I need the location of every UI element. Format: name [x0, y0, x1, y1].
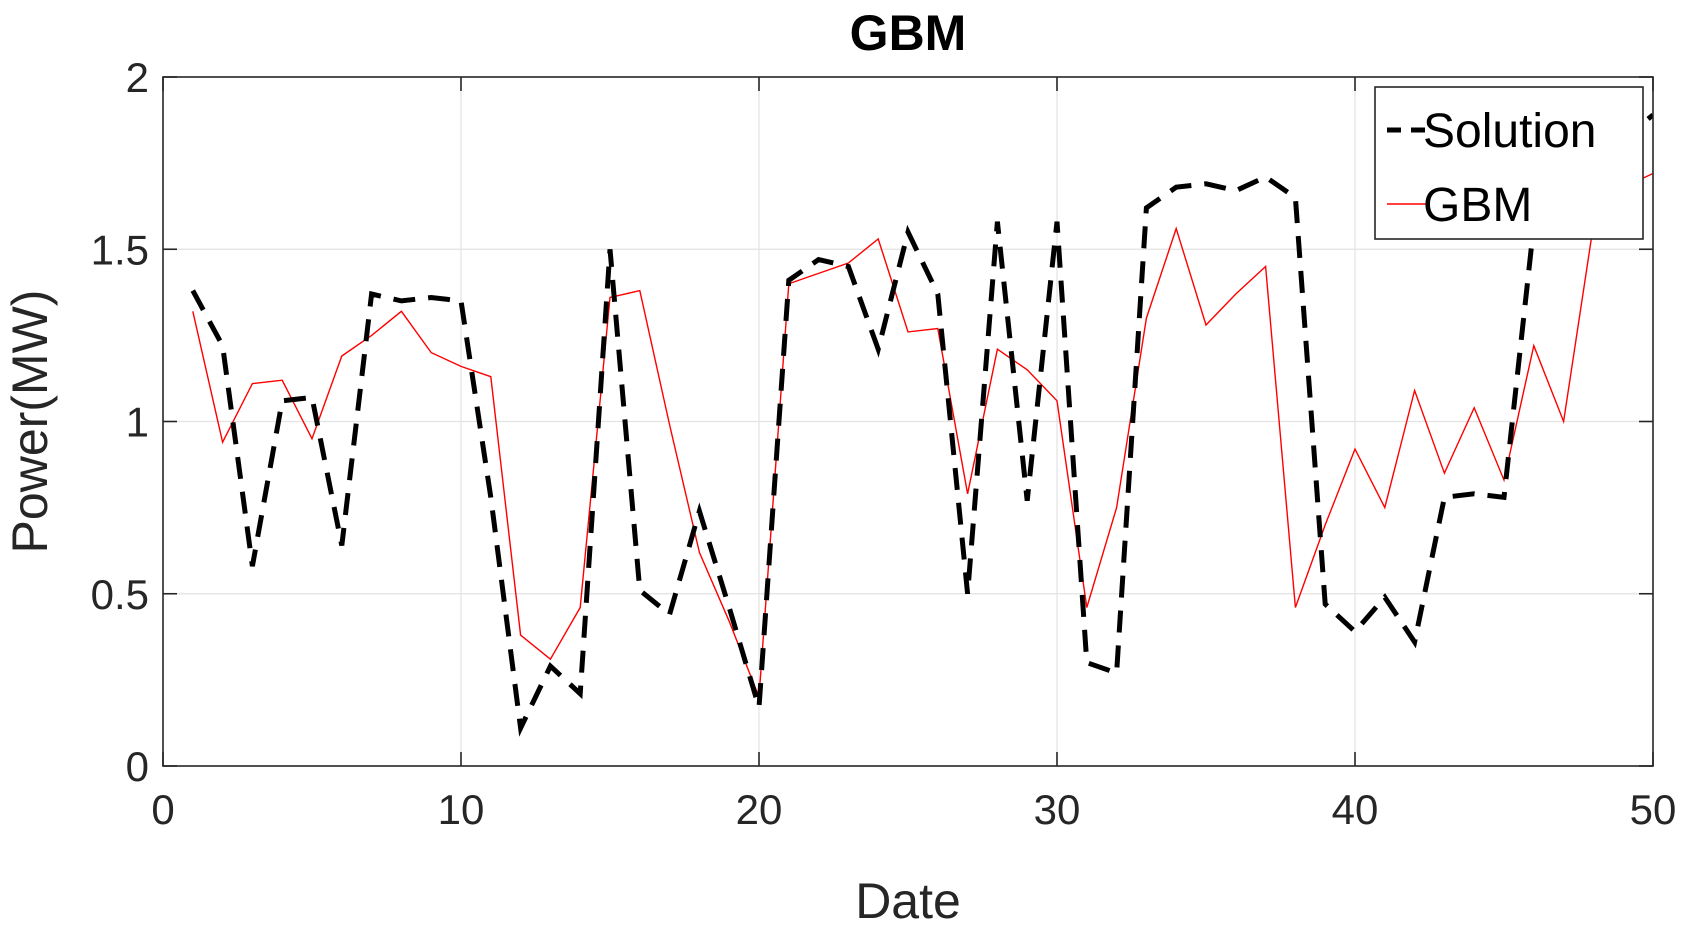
grid-lines: [163, 77, 1653, 766]
chart-title: GBM: [850, 5, 967, 61]
axis-ticks: 0 10 20 30 40 50 0 0.5 1 1.5 2: [91, 54, 1677, 833]
y-tick-label: 0.5: [91, 571, 149, 618]
series-line-gbm: [192, 172, 1653, 698]
y-tick-label: 1.5: [91, 226, 149, 273]
x-tick-label: 50: [1630, 786, 1677, 833]
series-line-solution: [190, 112, 1653, 737]
x-tick-label: 40: [1332, 786, 1379, 833]
y-tick-label: 0: [126, 743, 149, 790]
y-axis-label: Power(MW): [2, 290, 58, 554]
legend: Solution GBM: [1374, 86, 1644, 240]
legend-box: [1374, 86, 1644, 240]
y-tick-label: 1: [126, 399, 149, 446]
legend-label-gbm: GBM: [1423, 179, 1532, 232]
x-tick-label: 30: [1034, 786, 1081, 833]
series-layer: [190, 112, 1653, 737]
x-tick-label: 20: [736, 786, 783, 833]
x-axis-label: Date: [855, 873, 961, 927]
y-tick-label: 2: [126, 54, 149, 101]
legend-label-solution: Solution: [1423, 105, 1596, 158]
x-tick-label: 0: [151, 786, 174, 833]
x-tick-label: 10: [438, 786, 485, 833]
